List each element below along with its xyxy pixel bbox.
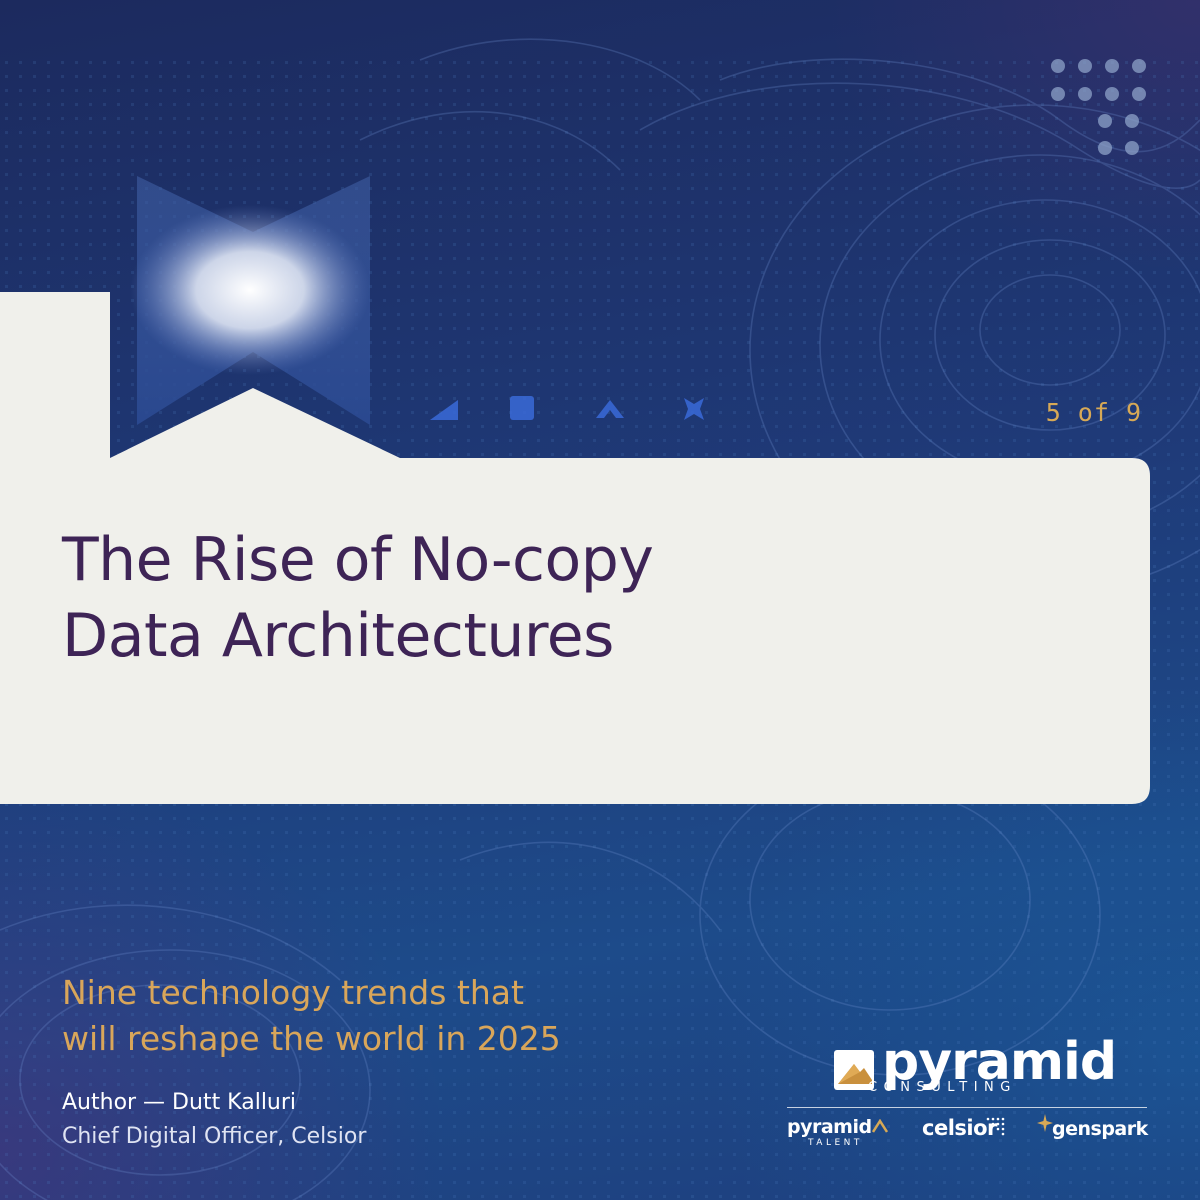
title-line-2: Data Architectures [62,601,614,671]
title-line-1: The Rise of No-copy [62,525,654,595]
author-name: Author — Dutt Kalluri [62,1090,297,1115]
genspark-logo: genspark [1052,1118,1148,1140]
chevron-up-icon [596,400,624,418]
x-cross-icon [684,398,704,420]
logo-wordmark: pyramid [882,1032,1117,1092]
page-counter: 5 of 9 [1045,398,1142,427]
talent-mark-icon [872,1119,888,1133]
talent-tagline: TALENT [808,1138,863,1148]
pyramid-talent-logo: pyramid [787,1116,872,1138]
bowtie-glow-icon [130,176,370,425]
logo-divider [787,1107,1147,1108]
dots-grid-icon [1051,59,1146,155]
subtitle: Nine technology trends that will reshape… [62,970,702,1062]
pyramid-consulting-logo: pyramid [834,1032,1124,1100]
genspark-star-icon [1037,1114,1053,1132]
title-panel [0,292,1150,804]
subtitle-line-2: will reshape the world in 2025 [62,1019,561,1058]
celsior-logo: celsior [922,1116,997,1140]
celsior-dots-icon [986,1117,1005,1136]
pyramid-logo-icon [834,1050,874,1090]
subtitle-line-1: Nine technology trends that [62,973,524,1012]
triangle-icon [430,400,458,420]
page-title: The Rise of No-copy Data Architectures [62,522,1122,674]
logo-subtitle: CONSULTING [868,1080,1017,1095]
square-icon [510,396,534,420]
author-role: Chief Digital Officer, Celsior [62,1124,367,1149]
